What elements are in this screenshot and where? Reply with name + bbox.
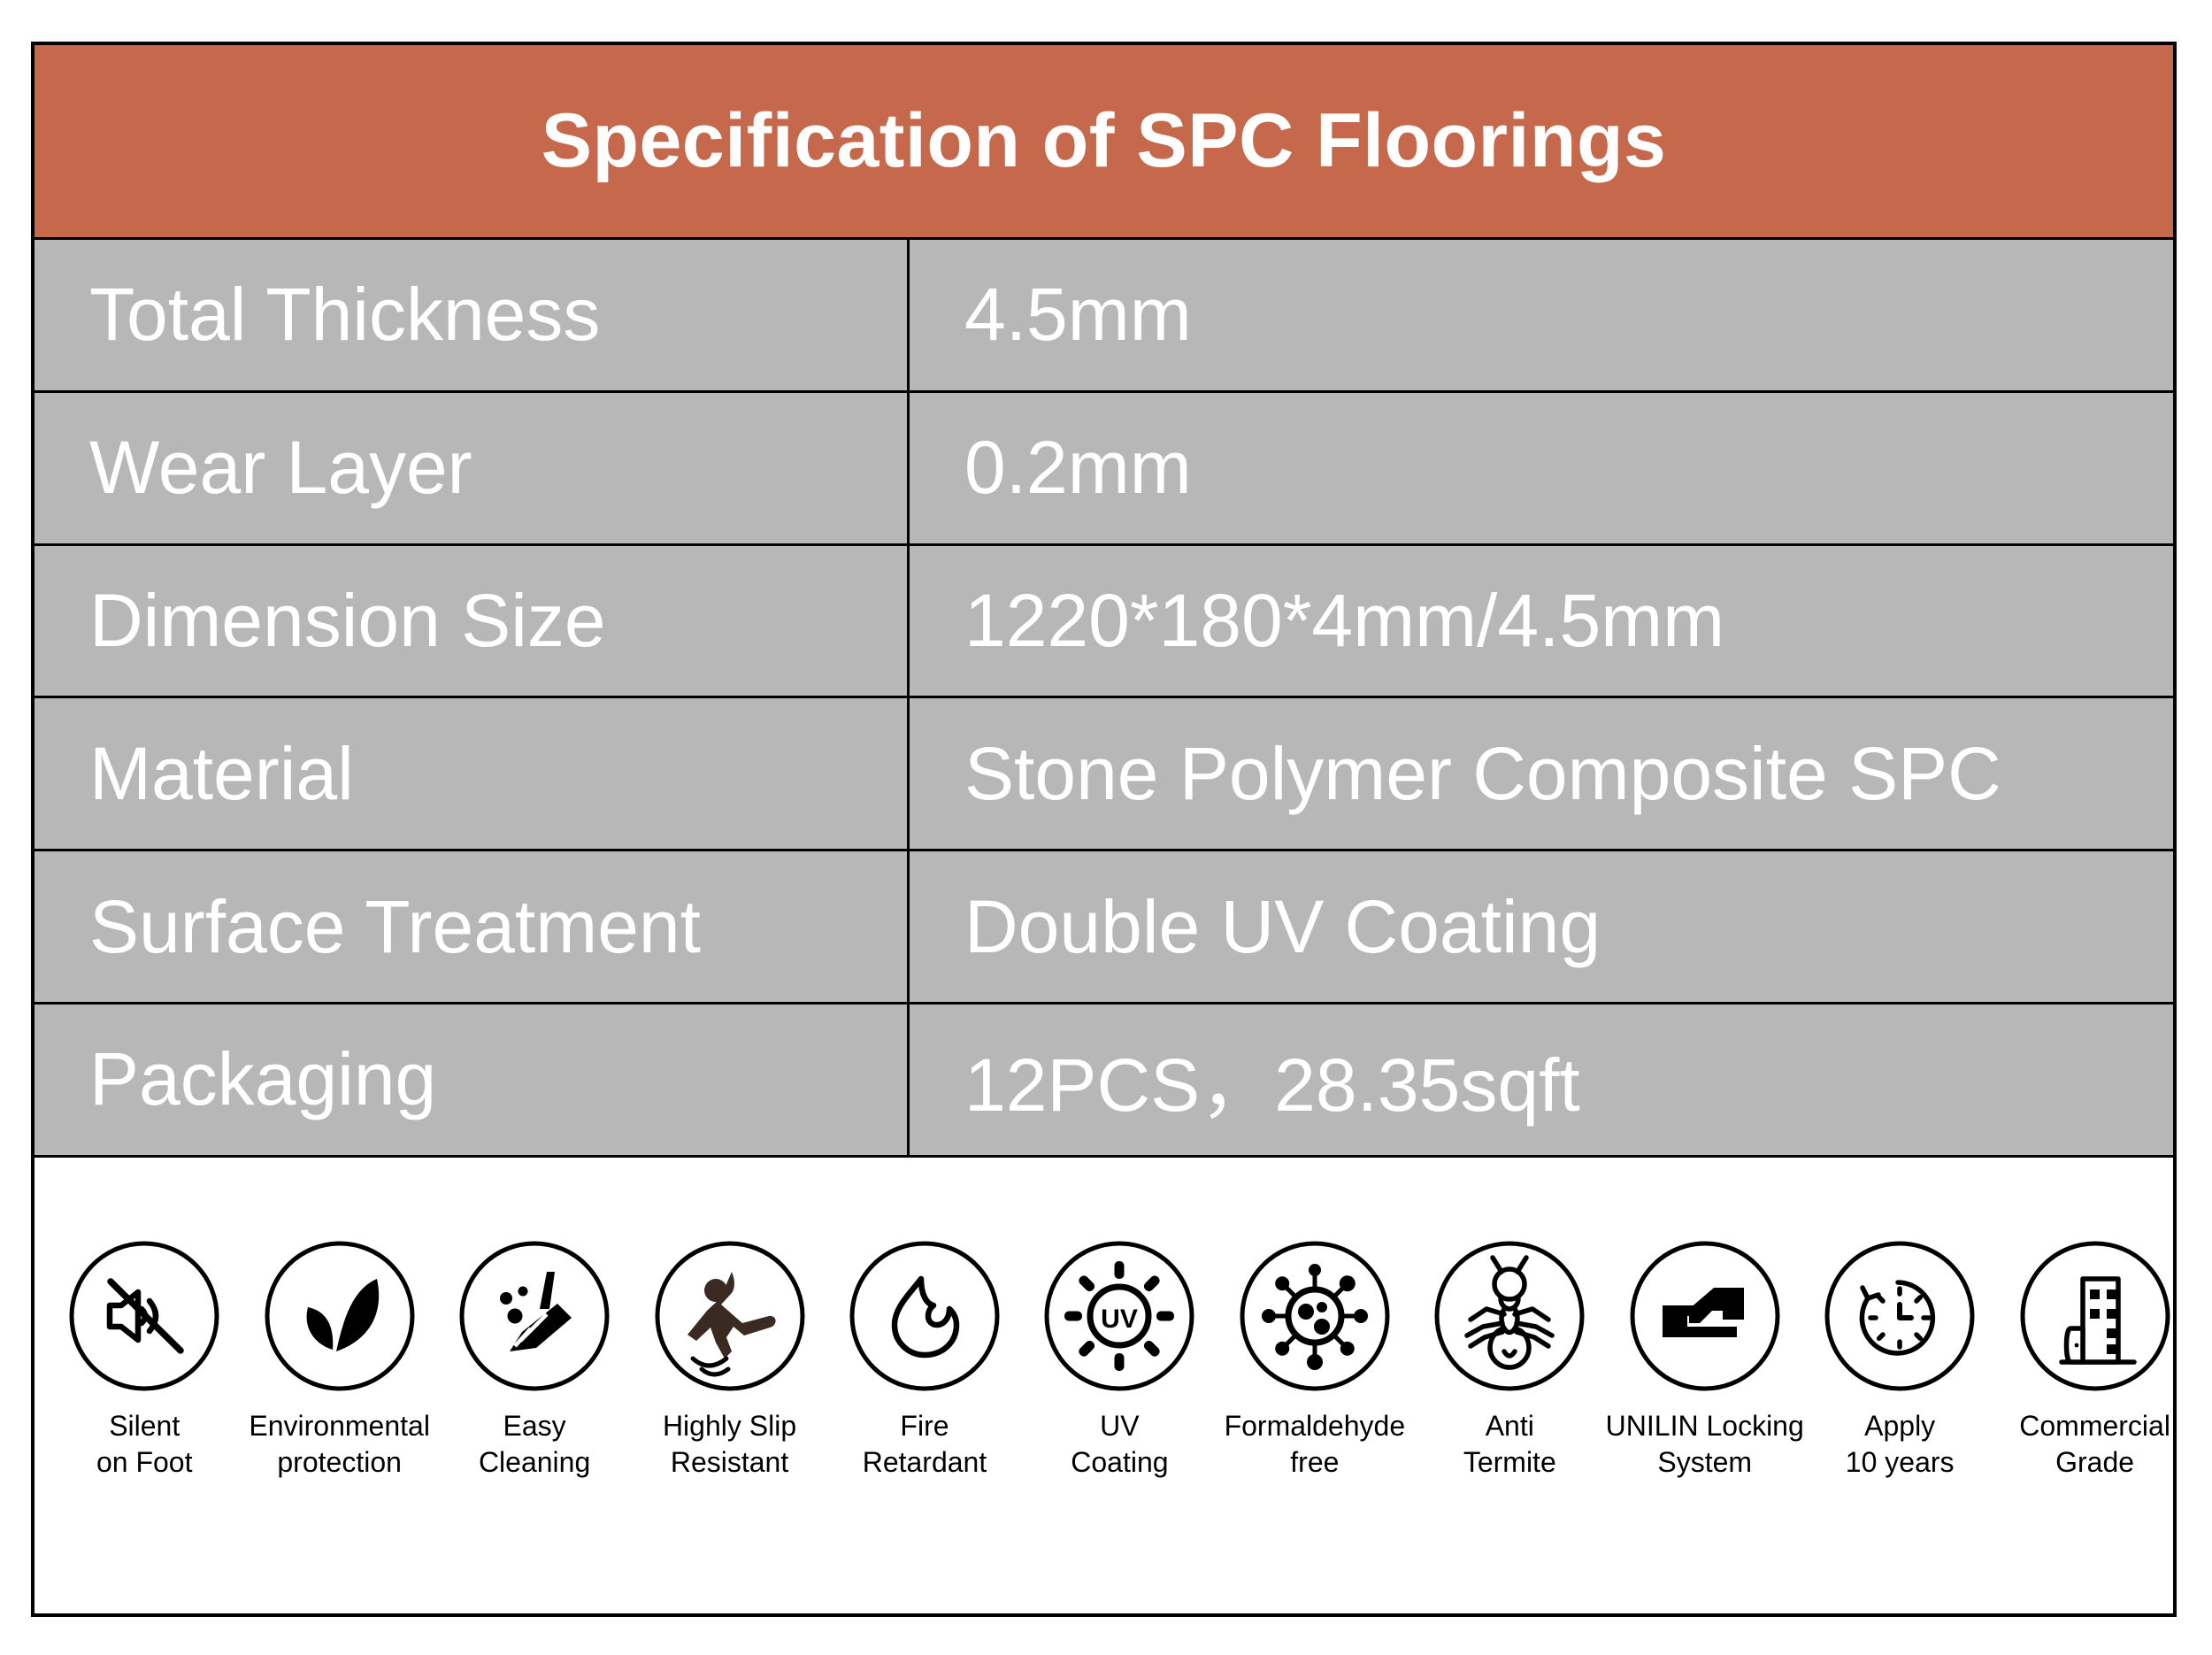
svg-text:UV: UV <box>1102 1305 1139 1334</box>
